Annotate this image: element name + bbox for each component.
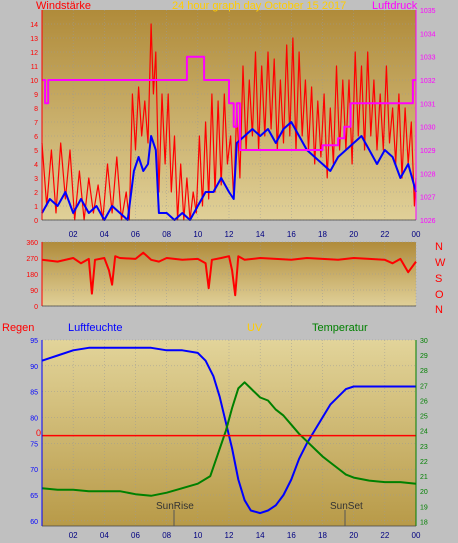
x-tick-label: 00 [412,531,421,540]
direction-label-n2: N [435,304,443,316]
graph-date-title: 24 hour graph day October 15 2017 [172,0,346,12]
y-right-tick-label: 22 [420,459,428,466]
y-left-tick-label: 2 [34,190,38,197]
x-tick-label: 08 [162,531,171,540]
x-tick-label: 20 [349,230,358,239]
direction-label-w: W [435,257,446,269]
y-left-tick-label: 80 [30,416,38,423]
x-tick-label: 02 [69,230,78,239]
y-left-tick-label: 70 [30,467,38,474]
y-right-tick-label: 24 [420,429,428,436]
y-left-tick-label: 60 [30,519,38,526]
x-tick-label: 14 [256,531,265,540]
y-right-tick-label: 27 [420,383,428,390]
y-right-tick-label: 1029 [420,148,436,155]
x-tick-label: 02 [69,531,78,540]
y-right-tick-label: 23 [420,444,428,451]
y-left-tick-label: 6 [34,134,38,141]
y-right-tick-label: 1034 [420,31,436,38]
y-right-tick-label: 1032 [420,78,436,85]
x-tick-label: 06 [131,230,140,239]
y-left-tick-label: 90 [30,288,38,295]
direction-label-s: S [435,273,442,285]
uv-legend: UV [247,322,263,334]
y-left-tick-label: 11 [31,64,38,71]
x-tick-label: 22 [380,531,389,540]
y-right-tick-label: 28 [420,368,428,375]
sunrise-label: SunRise [156,501,194,512]
y-right-tick-label: 1033 [420,55,436,62]
y-left-tick-label: 270 [26,256,38,263]
y-right-tick-label: 30 [420,338,428,345]
x-tick-label: 10 [193,531,202,540]
x-tick-label: 16 [287,531,296,540]
rain-zero-label: 0 [36,428,41,438]
rain-legend: Regen [2,322,34,334]
pressure-title: Luftdruck [372,0,418,12]
humidity-line [41,346,416,515]
x-tick-label: 04 [100,531,109,540]
y-right-tick-label: 1031 [420,101,436,108]
y-right-tick-label: 1030 [420,125,436,132]
x-tick-label: 16 [287,230,296,239]
wind-strength-title: Windstärke [36,0,91,12]
y-right-tick-label: 19 [420,504,428,511]
x-tick-label: 14 [256,230,265,239]
x-tick-label: 10 [193,230,202,239]
direction-label-o: O [435,289,444,301]
y-left-tick-label: 85 [30,390,38,397]
temperature-legend: Temperatur [312,322,368,334]
x-tick-label: 12 [225,230,234,239]
direction-label-n1: N [435,241,443,253]
x-tick-label: 04 [100,230,109,239]
y-left-tick-label: 75 [30,441,38,448]
y-left-tick-label: 8 [34,106,38,113]
humidity-legend: Luftfeuchte [68,322,122,334]
sunset-label: SunSet [330,501,363,512]
y-right-tick-label: 1026 [420,218,436,225]
y-left-tick-label: 90 [30,364,38,371]
y-right-tick-label: 1035 [420,8,436,15]
y-left-tick-label: 7 [34,120,38,127]
y-left-tick-label: 65 [30,493,38,500]
x-tick-label: 00 [412,230,421,239]
x-tick-label: 22 [380,230,389,239]
y-left-tick-label: 1 [34,204,38,211]
x-tick-label: 12 [225,531,234,540]
y-right-tick-label: 26 [420,398,428,405]
y-right-tick-label: 18 [420,519,428,526]
x-tick-label: 18 [318,230,327,239]
y-left-tick-label: 14 [30,22,38,29]
x-tick-label: 08 [162,230,171,239]
temperature-line [41,381,417,497]
x-tick-label: 06 [131,531,140,540]
y-left-tick-label: 10 [30,78,38,85]
y-right-tick-label: 29 [420,353,428,360]
y-left-tick-label: 12 [30,50,38,57]
y-right-tick-label: 21 [420,474,428,481]
y-left-tick-label: 0 [34,304,38,311]
y-left-tick-label: 3 [34,176,38,183]
wind-avg-line [41,121,417,221]
x-tick-label: 18 [318,531,327,540]
y-left-tick-label: 360 [26,240,38,247]
y-left-tick-label: 13 [30,36,38,43]
y-right-tick-label: 25 [420,414,428,421]
pressure-line [42,55,416,151]
y-left-tick-label: 5 [34,148,38,155]
y-left-tick-label: 4 [34,162,38,169]
y-left-tick-label: 0 [34,218,38,225]
y-right-tick-label: 1027 [420,195,436,202]
wind-direction-line [41,251,417,297]
y-right-tick-label: 20 [420,489,428,496]
y-right-tick-label: 1028 [420,171,436,178]
y-left-tick-label: 9 [34,92,38,99]
x-tick-label: 20 [349,531,358,540]
y-left-tick-label: 95 [30,338,38,345]
y-left-tick-label: 180 [26,272,38,279]
